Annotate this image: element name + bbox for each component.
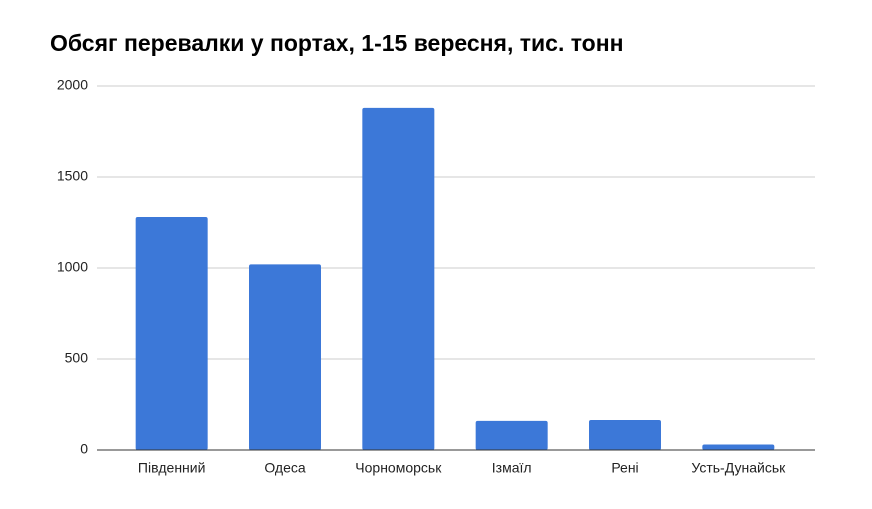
bar (362, 107, 435, 450)
y-tick-label: 1500 (57, 168, 88, 184)
y-tick-label: 1000 (57, 259, 88, 275)
bar (589, 419, 661, 450)
bar (702, 444, 775, 450)
y-tick-label: 500 (65, 350, 89, 366)
y-tick-label: 0 (80, 441, 88, 457)
x-tick-label: Усть-Дунайськ (691, 460, 786, 476)
chart-title: Обсяг перевалки у портах, 1-15 вересня, … (50, 30, 624, 56)
x-tick-label: Рені (611, 460, 638, 476)
x-tick-label: Південний (138, 460, 206, 476)
x-tick-label: Одеса (264, 460, 306, 476)
bar (135, 217, 208, 450)
x-tick-label: Ізмаїл (492, 460, 532, 476)
x-tick-label: Чорноморськ (355, 460, 442, 476)
bar (249, 264, 321, 450)
y-tick-label: 2000 (57, 77, 88, 93)
bar (475, 420, 548, 450)
